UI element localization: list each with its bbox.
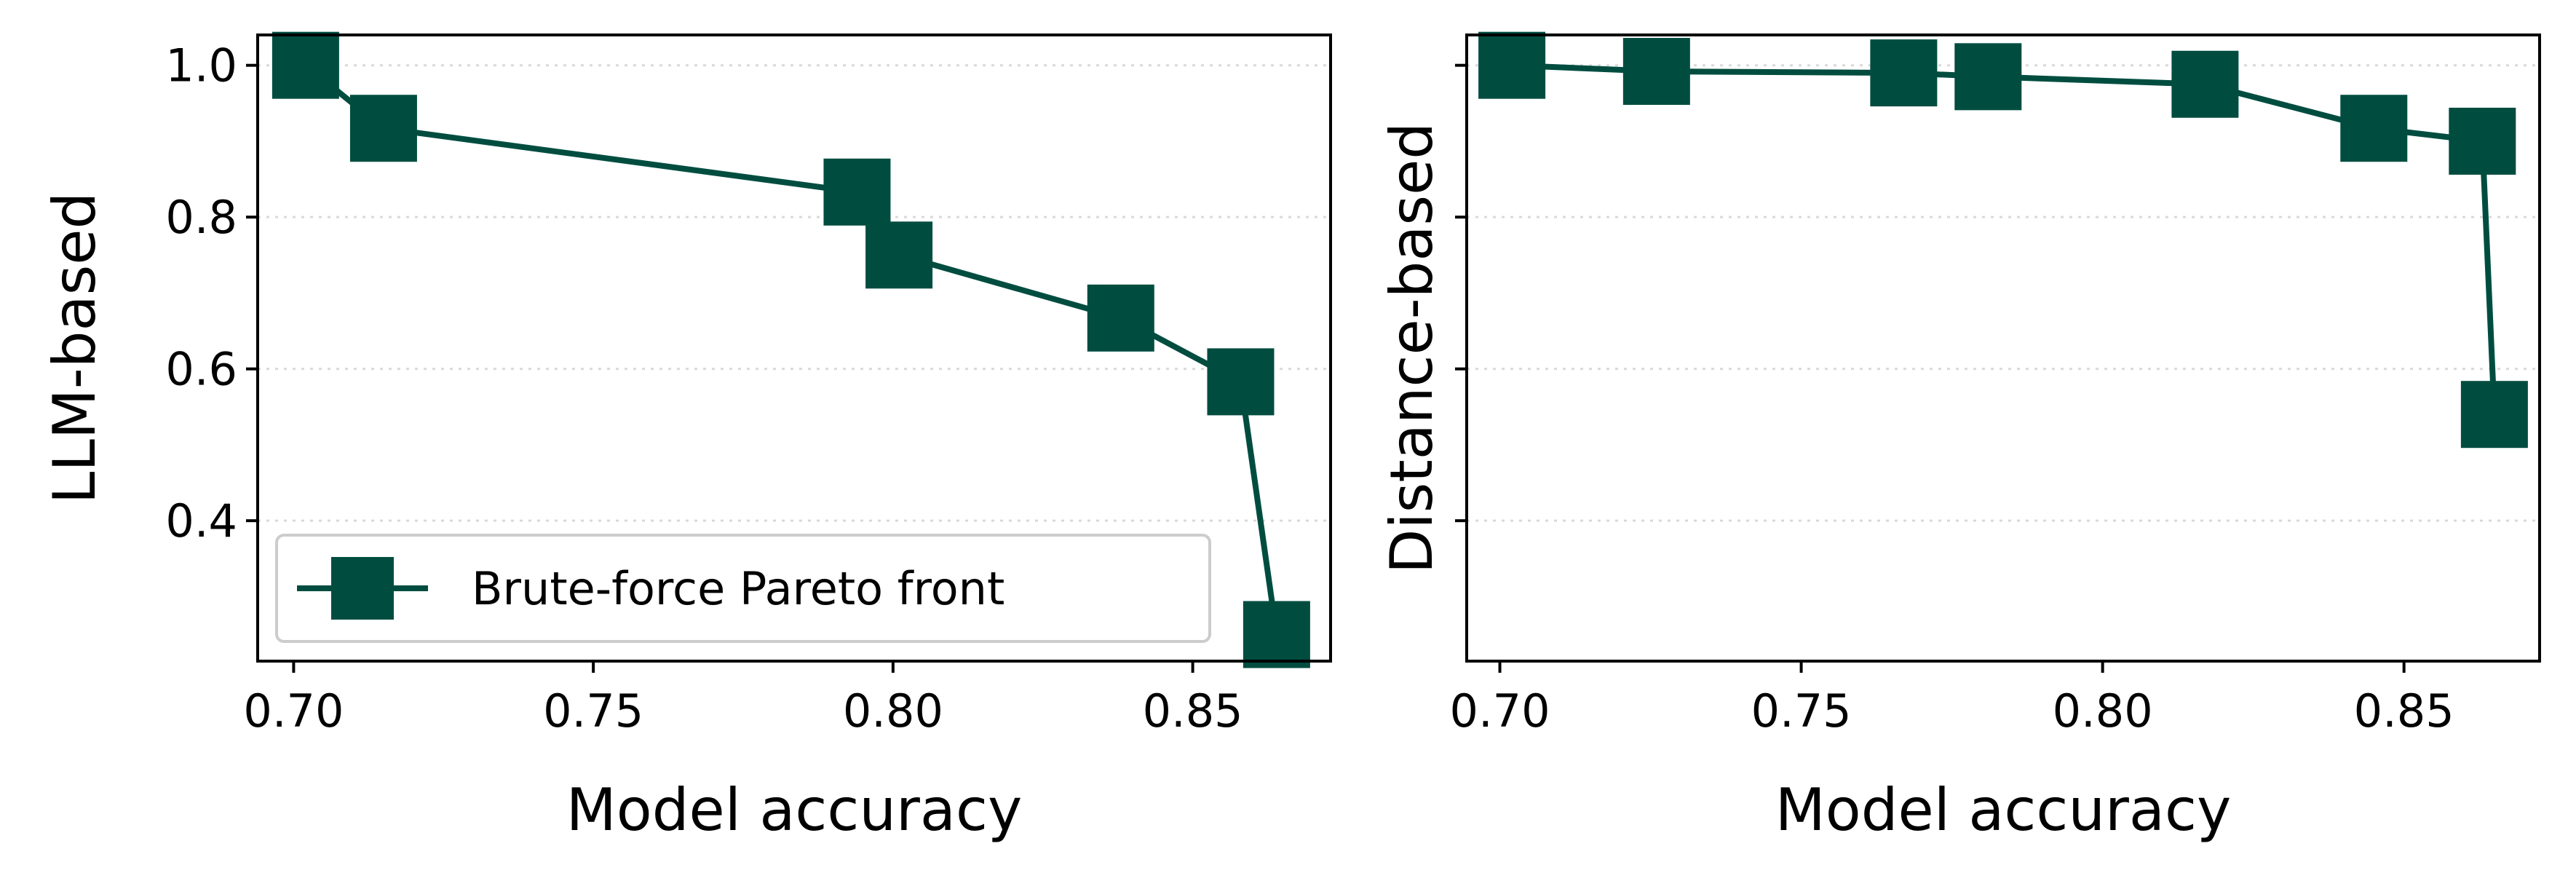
- right-data-point-6: [2449, 107, 2516, 175]
- left-y-tick-label-0: 0.4: [165, 494, 237, 548]
- right-data-point-0: [1478, 31, 1546, 99]
- legend-box: [275, 534, 1211, 643]
- legend-entry-label: Brute-force Pareto front: [472, 562, 1004, 615]
- left-y-tick-label-2: 0.8: [165, 191, 237, 244]
- right-x-tick-label-3: 0.85: [2354, 684, 2454, 738]
- left-data-point-3: [865, 221, 933, 289]
- right-x-tick-label-1: 0.75: [1751, 684, 1852, 738]
- left-x-axis-label: Model accuracy: [566, 776, 1023, 844]
- left-x-ticks: 0.70 0.75 0.80 0.85: [243, 661, 1243, 738]
- right-x-tick-label-2: 0.80: [2053, 684, 2153, 738]
- left-data-point-5: [1207, 348, 1275, 416]
- left-data-point-0: [272, 31, 339, 99]
- right-data-point-4: [2171, 50, 2239, 118]
- left-data-point-2: [823, 158, 891, 226]
- right-x-tick-label-0: 0.70: [1450, 684, 1550, 738]
- left-y-ticks: 0.4 0.6 0.8 1.0: [165, 39, 258, 548]
- left-y-tick-label-3: 1.0: [165, 39, 237, 92]
- left-x-tick-label-1: 0.75: [543, 684, 643, 738]
- right-data-point-7: [2460, 381, 2528, 449]
- left-y-tick-label-1: 0.6: [165, 343, 237, 396]
- right-data-point-5: [2340, 95, 2408, 162]
- left-x-tick-label-0: 0.70: [243, 684, 344, 738]
- left-x-tick-label-2: 0.80: [843, 684, 943, 738]
- legend: Brute-force Pareto front: [275, 534, 1211, 643]
- left-data-point-1: [349, 95, 417, 162]
- right-chart: 0.70 0.75 0.80 0.85 Model accuracy Distance…: [1378, 31, 2541, 844]
- left-series-markers: [272, 31, 1310, 668]
- right-data-point-3: [1954, 43, 2022, 111]
- left-data-point-6: [1243, 601, 1310, 668]
- left-x-tick-label-3: 0.85: [1143, 684, 1243, 738]
- right-series-markers: [1478, 31, 2528, 449]
- right-x-axis-label: Model accuracy: [1775, 776, 2232, 844]
- legend-marker-swatch: [331, 557, 394, 620]
- left-y-axis-label: LLM-based: [41, 192, 108, 505]
- left-chart: 0.70 0.75 0.80 0.85 0.4 0.6 0.8 1.0 Model accu…: [41, 31, 1332, 844]
- left-plot-frame: [256, 33, 1332, 663]
- right-x-ticks: 0.70 0.75 0.80 0.85: [1450, 661, 2454, 738]
- right-y-axis-label: Distance-based: [1378, 122, 1446, 574]
- right-plot-frame: [1465, 33, 2541, 663]
- right-y-ticks: [1455, 63, 1467, 523]
- left-data-point-4: [1087, 284, 1154, 352]
- right-data-point-1: [1622, 38, 1690, 106]
- right-data-point-2: [1870, 39, 1938, 107]
